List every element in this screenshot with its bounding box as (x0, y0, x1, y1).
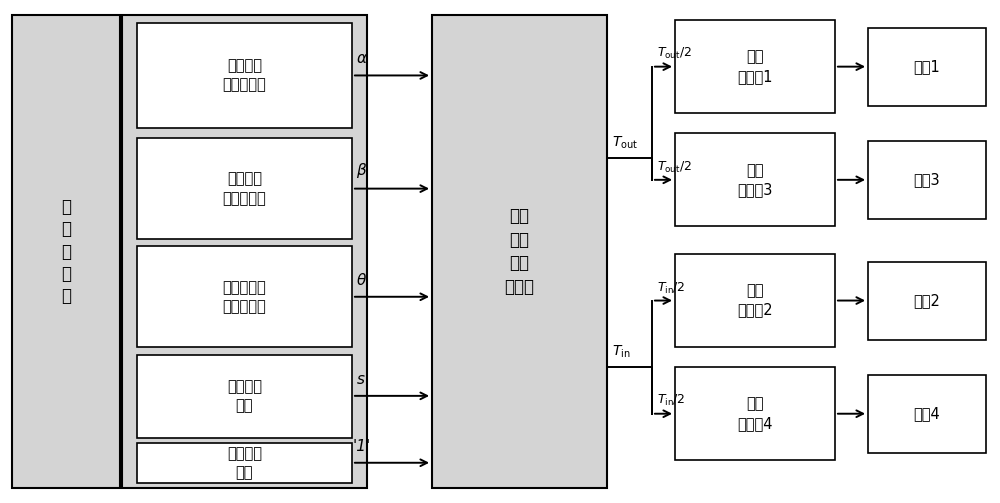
Text: 电机
控制器3: 电机 控制器3 (737, 163, 773, 197)
Text: 电子档位
开关: 电子档位 开关 (227, 379, 262, 413)
Text: 电机2: 电机2 (914, 293, 940, 308)
Text: $T_{\rm in}$: $T_{\rm in}$ (612, 343, 631, 360)
Bar (868, 375, 986, 453)
Bar (137, 138, 352, 239)
Bar (137, 246, 352, 347)
Text: 电机1: 电机1 (914, 59, 940, 74)
Text: $\alpha$: $\alpha$ (356, 51, 368, 66)
Text: $T_{\rm in}/2$: $T_{\rm in}/2$ (657, 393, 685, 408)
Bar (432, 15, 607, 488)
Text: $\theta$: $\theta$ (356, 272, 367, 288)
Bar (137, 23, 352, 128)
Text: 驾
驶
员
模
型: 驾 驶 员 模 型 (61, 198, 71, 305)
Bar (137, 443, 352, 483)
Bar (137, 355, 352, 438)
Text: $s$: $s$ (356, 372, 366, 387)
Bar (122, 15, 367, 488)
Text: $T_{\rm out}/2$: $T_{\rm out}/2$ (657, 46, 692, 61)
Bar (868, 262, 986, 340)
Text: 电机4: 电机4 (914, 406, 940, 421)
Text: 方向盘转角
位移传感器: 方向盘转角 位移传感器 (223, 280, 266, 314)
Text: '1': '1' (353, 439, 371, 454)
Bar (675, 20, 835, 113)
Text: 制动蹏板
位移传感器: 制动蹏板 位移传感器 (223, 172, 266, 206)
Bar (675, 367, 835, 460)
Bar (675, 133, 835, 226)
Text: $T_{\rm in}/2$: $T_{\rm in}/2$ (657, 281, 685, 296)
Text: 电机
控制器1: 电机 控制器1 (737, 50, 773, 83)
Text: $T_{\rm out}$: $T_{\rm out}$ (612, 134, 638, 151)
Bar (675, 254, 835, 347)
Bar (12, 15, 120, 488)
Text: 电机
控制器4: 电机 控制器4 (737, 397, 773, 431)
Text: 滑动
转向
转矩
分配器: 滑动 转向 转矩 分配器 (505, 207, 534, 296)
Text: $\beta$: $\beta$ (356, 160, 367, 180)
Text: 加速蹏板
位移传感器: 加速蹏板 位移传感器 (223, 58, 266, 93)
Bar (868, 141, 986, 219)
Text: 电机
控制器2: 电机 控制器2 (737, 284, 773, 317)
Text: $T_{\rm out}/2$: $T_{\rm out}/2$ (657, 160, 692, 175)
Bar (868, 28, 986, 106)
Text: 电机3: 电机3 (914, 173, 940, 187)
Text: 转向模式
开关: 转向模式 开关 (227, 446, 262, 480)
